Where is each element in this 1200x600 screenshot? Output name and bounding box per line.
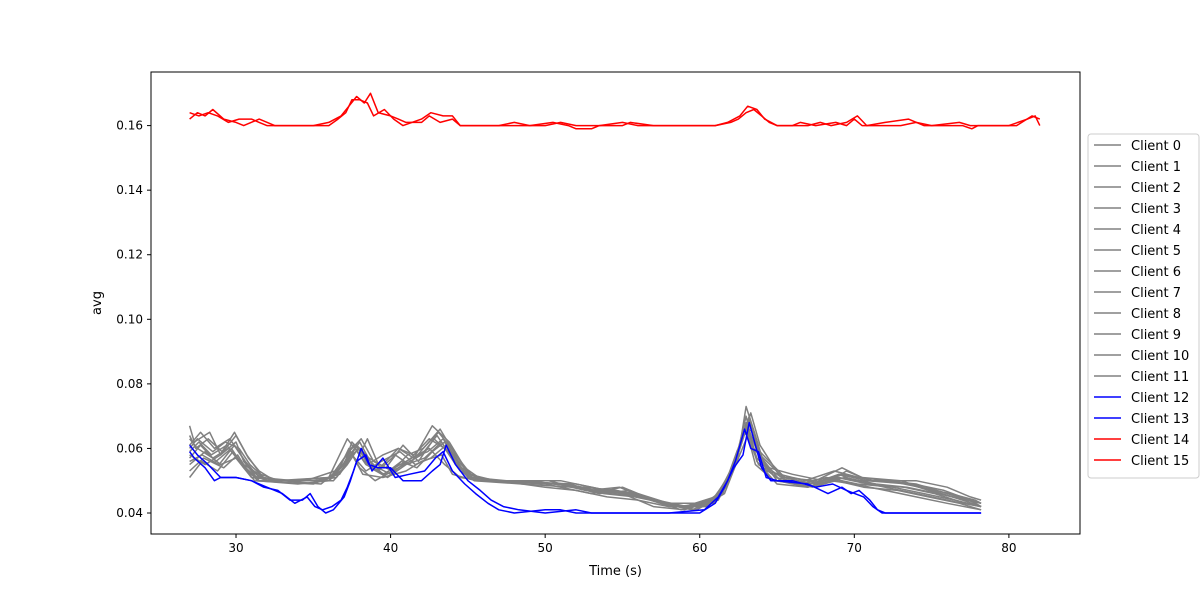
y-tick-label: 0.12 <box>116 248 143 262</box>
legend-label: Client 13 <box>1131 412 1189 427</box>
legend: Client 0 Client 1 Client 2 Client 3 Client 4… <box>1087 133 1200 479</box>
x-tick-label: 80 <box>1001 541 1016 555</box>
legend-box <box>1087 133 1200 479</box>
series-line-client-15 <box>189 99 1041 130</box>
legend-label: Client 15 <box>1131 454 1189 469</box>
plot-lines <box>188 92 1041 514</box>
y-tick-label: 0.04 <box>116 506 143 520</box>
series-line-client-14 <box>189 92 1041 130</box>
y-tick-label: 0.16 <box>116 119 143 133</box>
y-axis-ticks: 0.04 0.06 0.08 0.10 0.12 0.14 0.16 <box>116 119 151 520</box>
legend-label: Client 0 <box>1131 139 1181 154</box>
plot-frame <box>150 71 1081 535</box>
legend-label: Client 6 <box>1131 265 1181 280</box>
x-axis-label: Time (s) <box>588 564 642 579</box>
legend-label: Client 9 <box>1131 328 1181 343</box>
series-line-client-12 <box>188 428 982 514</box>
x-tick-label: 70 <box>847 541 862 555</box>
y-tick-label: 0.08 <box>116 377 143 391</box>
x-axis-ticks: 30 40 50 60 70 80 <box>228 534 1017 555</box>
legend-label: Client 12 <box>1131 391 1189 406</box>
legend-label: Client 10 <box>1131 349 1189 364</box>
y-axis-label: avg <box>90 291 105 315</box>
legend-label: Client 8 <box>1131 307 1181 322</box>
x-tick-label: 60 <box>692 541 707 555</box>
x-tick-label: 40 <box>383 541 398 555</box>
legend-label: Client 14 <box>1131 433 1189 448</box>
series-line-client-8 <box>188 412 982 511</box>
series-line-client-13 <box>189 421 982 514</box>
legend-label: Client 5 <box>1131 244 1181 259</box>
legend-label: Client 4 <box>1131 223 1181 238</box>
y-tick-label: 0.10 <box>116 312 143 326</box>
legend-label: Client 11 <box>1131 370 1189 385</box>
y-tick-label: 0.06 <box>116 441 143 455</box>
x-tick-label: 30 <box>228 541 243 555</box>
legend-label: Client 1 <box>1131 160 1181 175</box>
legend-label: Client 2 <box>1131 181 1181 196</box>
y-tick-label: 0.14 <box>116 183 143 197</box>
legend-label: Client 7 <box>1131 286 1181 301</box>
series-line-client-3 <box>189 425 982 511</box>
legend-label: Client 3 <box>1131 202 1181 217</box>
series-line-client-11 <box>189 431 982 508</box>
x-tick-label: 50 <box>538 541 553 555</box>
